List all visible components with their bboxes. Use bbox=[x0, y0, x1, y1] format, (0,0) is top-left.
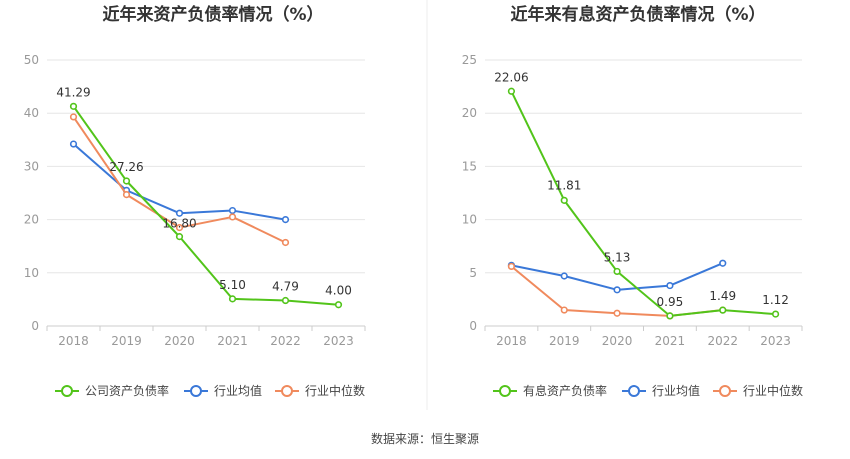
x-tick-label: 2023 bbox=[760, 334, 791, 348]
data-point bbox=[613, 267, 621, 276]
x-tick-label: 2021 bbox=[217, 334, 248, 348]
legend-marker-icon bbox=[190, 385, 202, 397]
legend-marker-icon bbox=[61, 385, 73, 397]
data-point bbox=[175, 233, 184, 241]
data-point bbox=[613, 286, 621, 294]
y-tick-label: 40 bbox=[24, 106, 39, 120]
data-point bbox=[507, 262, 516, 271]
x-tick-label: 2018 bbox=[58, 334, 89, 348]
data-point bbox=[228, 295, 237, 303]
y-tick-label: 20 bbox=[24, 213, 39, 227]
legend-label: 行业均值 bbox=[214, 383, 262, 398]
x-tick-label: 2019 bbox=[549, 334, 580, 348]
data-point bbox=[719, 259, 727, 267]
y-tick-label: 30 bbox=[24, 159, 39, 173]
series-line-0 bbox=[510, 90, 776, 317]
x-tick-label: 2022 bbox=[270, 334, 301, 348]
legend-item[interactable]: 有息资产负债率 bbox=[493, 383, 607, 398]
x-tick-label: 2020 bbox=[602, 334, 633, 348]
legend-item[interactable]: 行业均值 bbox=[184, 383, 262, 398]
x-tick-label: 2023 bbox=[323, 334, 354, 348]
legend-label: 行业中位数 bbox=[305, 383, 365, 398]
series-line-0 bbox=[72, 105, 339, 306]
data-point bbox=[334, 301, 343, 309]
data-point bbox=[507, 87, 516, 95]
data-point bbox=[281, 296, 290, 305]
data-point bbox=[281, 216, 290, 224]
data-point bbox=[175, 223, 184, 232]
data-point bbox=[228, 213, 237, 221]
data-point bbox=[175, 209, 184, 217]
data-point bbox=[228, 206, 237, 215]
y-tick-label: 25 bbox=[462, 53, 477, 67]
y-tick-label: 50 bbox=[24, 53, 39, 67]
data-point bbox=[69, 140, 78, 148]
legend-label: 有息资产负债率 bbox=[523, 383, 607, 398]
data-point bbox=[69, 113, 78, 121]
data-point bbox=[69, 102, 78, 110]
data-point bbox=[281, 238, 290, 247]
data-label: 27.26 bbox=[109, 160, 143, 174]
legend-label: 行业中位数 bbox=[743, 383, 803, 398]
data-point bbox=[560, 272, 568, 280]
y-tick-label: 5 bbox=[469, 266, 477, 280]
data-point bbox=[613, 309, 621, 317]
data-label: 22.06 bbox=[494, 70, 528, 84]
legend-label: 行业均值 bbox=[652, 383, 700, 398]
legend-marker-icon bbox=[281, 385, 293, 397]
data-label: 16.80 bbox=[162, 217, 196, 231]
data-label: 1.49 bbox=[709, 289, 736, 303]
data-point bbox=[771, 310, 780, 318]
legend-marker-icon bbox=[499, 385, 511, 397]
legend-label: 公司资产负债率 bbox=[85, 383, 169, 398]
y-tick-label: 10 bbox=[24, 266, 39, 280]
x-tick-label: 2019 bbox=[111, 334, 142, 348]
y-tick-label: 20 bbox=[462, 106, 477, 120]
legend-marker-icon bbox=[628, 385, 640, 397]
chart-debt-ratio: 近年来资产负债率情况（%） 0 10 20 30 40 50 2018 2019 2020 20… bbox=[24, 4, 366, 398]
data-label: 4.79 bbox=[272, 280, 299, 294]
data-label: 0.95 bbox=[657, 295, 684, 309]
data-point bbox=[666, 312, 674, 320]
source-note: 数据来源：恒生聚源 bbox=[371, 431, 479, 446]
legend-item[interactable]: 行业中位数 bbox=[275, 383, 365, 398]
x-tick-label: 2021 bbox=[655, 334, 686, 348]
data-point bbox=[560, 196, 568, 204]
data-point bbox=[560, 306, 568, 314]
legend-marker-icon bbox=[719, 385, 731, 397]
chart-title: 近年来资产负债率情况（%） bbox=[102, 4, 323, 25]
y-tick-label: 10 bbox=[462, 213, 477, 227]
x-tick-label: 2020 bbox=[164, 334, 195, 348]
data-label: 11.81 bbox=[547, 178, 581, 192]
data-point bbox=[122, 177, 131, 185]
data-label: 41.29 bbox=[56, 85, 90, 99]
legend-item[interactable]: 行业均值 bbox=[622, 383, 700, 398]
data-point bbox=[122, 190, 131, 199]
x-tick-label: 2022 bbox=[707, 334, 738, 348]
data-point bbox=[719, 306, 727, 314]
y-tick-label: 0 bbox=[31, 319, 39, 333]
data-label: 5.10 bbox=[219, 278, 246, 292]
y-tick-label: 15 bbox=[462, 159, 477, 173]
chart-title: 近年来有息资产负债率情况（%） bbox=[510, 4, 765, 25]
chart-interest-debt-ratio: 近年来有息资产负债率情况（%） 0 5 10 15 20 25 2018 2019 2020 2… bbox=[462, 4, 803, 398]
data-label: 4.00 bbox=[325, 284, 352, 298]
x-tick-label: 2018 bbox=[496, 334, 527, 348]
data-label: 5.13 bbox=[604, 250, 631, 264]
data-point bbox=[666, 281, 674, 290]
data-label: 1.12 bbox=[762, 293, 789, 307]
legend-item[interactable]: 公司资产负债率 bbox=[55, 383, 169, 398]
y-tick-label: 0 bbox=[469, 319, 477, 333]
legend-item[interactable]: 行业中位数 bbox=[713, 383, 803, 398]
